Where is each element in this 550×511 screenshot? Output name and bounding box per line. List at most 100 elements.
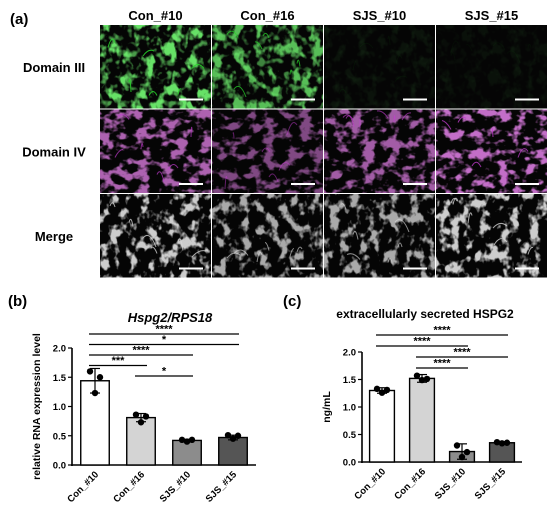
micrograph-signal bbox=[212, 194, 323, 278]
micrograph-fiber bbox=[177, 238, 184, 251]
micrograph-fiber bbox=[352, 60, 357, 71]
y-tick-label: 0.0 bbox=[343, 458, 356, 469]
micrograph-fiber bbox=[226, 252, 241, 259]
micrograph-fiber bbox=[397, 242, 403, 248]
panel-b: (b) Hspg2/RPS18 0.0 0.5 1.0 1.5 2.0 relative … bbox=[8, 293, 256, 505]
micrograph-fiber bbox=[376, 110, 389, 119]
micrograph-fiber bbox=[148, 91, 158, 96]
micrograph-fiber bbox=[226, 30, 239, 38]
micrograph-fiber bbox=[457, 116, 467, 123]
micrograph-fiber bbox=[338, 88, 347, 95]
micrograph-fiber bbox=[114, 149, 124, 158]
micrograph-fiber bbox=[128, 218, 134, 227]
micrograph-fiber bbox=[387, 35, 391, 46]
x-tick-label: SJS_#15 bbox=[473, 466, 509, 502]
column-header: SJS_#15 bbox=[465, 8, 519, 23]
micrograph-fiber bbox=[262, 32, 270, 39]
micrograph-fiber bbox=[264, 242, 270, 251]
micrograph-fiber bbox=[296, 59, 301, 67]
micrograph-cell bbox=[212, 25, 323, 109]
micrograph-fiber bbox=[491, 127, 494, 138]
data-point bbox=[378, 389, 386, 396]
data-point bbox=[96, 374, 104, 381]
significance-label: **** bbox=[453, 347, 471, 359]
micrograph-fiber bbox=[450, 40, 459, 53]
micrograph-fiber bbox=[527, 43, 532, 49]
data-point bbox=[132, 411, 140, 418]
data-point bbox=[503, 439, 511, 446]
y-tick-label: 0.0 bbox=[53, 461, 66, 472]
micrograph-cell bbox=[436, 109, 547, 193]
micrograph-fiber bbox=[191, 64, 205, 69]
micrograph-fiber bbox=[107, 38, 116, 48]
micrograph-fiber bbox=[286, 122, 298, 136]
panel-a: (a) Con_#10 Con_#16 SJS_#10 SJS_#15 Domain … bbox=[10, 8, 547, 278]
micrograph-fiber bbox=[467, 212, 473, 224]
x-tick-label: Con_#10 bbox=[352, 466, 388, 502]
significance-label: **** bbox=[413, 336, 431, 348]
data-point bbox=[234, 432, 242, 439]
panel-c-label: (c) bbox=[283, 293, 301, 310]
y-axis-label: relative RNA expression level bbox=[31, 333, 43, 480]
micrograph-fiber bbox=[190, 126, 193, 138]
micrograph-fiber bbox=[394, 75, 408, 82]
micrograph-signal bbox=[324, 194, 435, 278]
micrograph-cell bbox=[100, 25, 211, 109]
micrograph-fiber bbox=[256, 251, 263, 263]
bar bbox=[126, 416, 156, 466]
data-point bbox=[224, 431, 232, 439]
y-axis-label: ng/mL bbox=[321, 391, 333, 423]
micrograph-cell bbox=[212, 109, 323, 193]
micrograph-fiber bbox=[506, 50, 521, 63]
column-header: Con_#10 bbox=[128, 8, 182, 23]
micrograph-signal bbox=[100, 109, 211, 193]
panel-c: (c) extracellularly secreted HSPG2 0.0 0.… bbox=[283, 293, 522, 502]
data-point bbox=[229, 435, 237, 442]
y-tick-label: 2.0 bbox=[53, 344, 66, 355]
micrograph-fiber bbox=[441, 120, 452, 130]
micrograph-signal bbox=[100, 194, 211, 278]
column-header: SJS_#10 bbox=[353, 8, 407, 23]
micrograph-fiber bbox=[296, 246, 303, 253]
micrograph-fiber bbox=[142, 235, 157, 248]
micrograph-fiber bbox=[289, 248, 295, 257]
data-point bbox=[188, 436, 196, 444]
micrograph-signal bbox=[212, 109, 323, 193]
significance-label: * bbox=[162, 334, 167, 346]
row-header: Domain IV bbox=[22, 144, 86, 159]
micrograph-fiber bbox=[450, 197, 458, 204]
chart-b-title: Hspg2/RPS18 bbox=[128, 310, 213, 325]
x-tick-label: Con_#16 bbox=[111, 469, 147, 505]
micrograph-fiber bbox=[142, 49, 155, 57]
micrograph-fiber bbox=[527, 246, 534, 255]
micrograph-fiber bbox=[492, 42, 506, 51]
micrograph-fiber bbox=[191, 250, 207, 258]
micrograph-fiber bbox=[261, 147, 271, 153]
data-point bbox=[183, 438, 191, 445]
micrograph-fiber bbox=[232, 132, 235, 139]
y-tick-label: 0.5 bbox=[343, 430, 357, 441]
micrograph-fiber bbox=[493, 238, 508, 246]
data-point bbox=[373, 385, 381, 393]
x-tick-label: SJS_#10 bbox=[433, 466, 468, 501]
micrograph-signal-detail bbox=[100, 25, 211, 109]
y-tick-label: 1.5 bbox=[343, 375, 357, 386]
x-tick-label: Con_#16 bbox=[392, 466, 428, 502]
data-point bbox=[137, 419, 145, 426]
y-tick-label: 0.5 bbox=[53, 431, 67, 442]
micrograph-signal bbox=[436, 25, 547, 109]
micrograph-signal bbox=[436, 194, 547, 278]
micrograph-fiber bbox=[450, 52, 456, 61]
micrograph-fiber bbox=[465, 44, 473, 52]
data-point bbox=[142, 413, 150, 420]
panel-a-label: (a) bbox=[10, 11, 28, 28]
micrograph-fiber bbox=[492, 222, 508, 229]
micrograph-fiber bbox=[346, 253, 361, 260]
micrograph-fiber bbox=[117, 114, 130, 120]
micrograph-fiber bbox=[268, 173, 279, 183]
data-point bbox=[418, 376, 426, 384]
micrograph-fiber bbox=[233, 85, 247, 98]
data-point bbox=[453, 442, 461, 449]
significance-label: *** bbox=[112, 355, 126, 367]
